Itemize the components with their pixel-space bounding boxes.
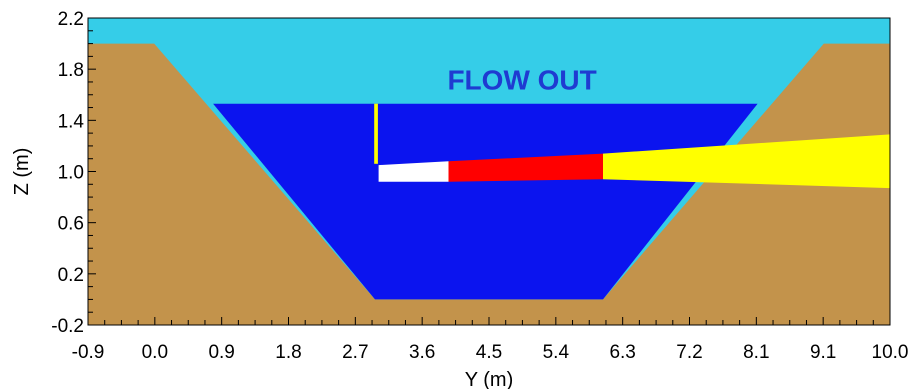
y-tick-label: 0.6	[58, 214, 84, 235]
x-tick-label: 10.0	[872, 342, 909, 363]
x-tick-label: 7.2	[676, 342, 702, 363]
y-tick-label: 1.8	[58, 60, 84, 81]
x-tick-label: 3.6	[409, 342, 435, 363]
x-tick-label: 9.1	[810, 342, 836, 363]
plot-regions	[88, 18, 890, 325]
x-axis-title: Y (m)	[465, 369, 514, 389]
x-tick-label: 1.8	[275, 342, 301, 363]
region-soil-1	[88, 43, 890, 325]
tick-labels: -0.9 0.0 0.9 1.8 2.7 3.6 4.5 5.4 6.3 7.2 8.1 9.1 10.…	[51, 9, 908, 363]
x-tick-label: 5.4	[543, 342, 570, 363]
x-tick-label: 0.9	[208, 342, 234, 363]
y-tick-label: 1.4	[58, 111, 85, 132]
x-tick-label: 0.0	[142, 342, 168, 363]
x-tick-label: -0.9	[72, 342, 105, 363]
x-tick-label: 6.3	[609, 342, 635, 363]
region-jet-yellow-6	[374, 103, 378, 164]
y-axis-title: Z (m)	[11, 148, 33, 196]
region-jet-red-4	[448, 153, 603, 182]
flow-out-annotation: FLOW OUT	[447, 65, 596, 96]
x-tick-label: 4.5	[476, 342, 502, 363]
y-tick-label: -0.2	[51, 316, 84, 337]
x-tick-label: 8.1	[743, 342, 769, 363]
region-jet-white-5	[378, 161, 449, 182]
y-tick-label: 1.0	[58, 163, 84, 184]
y-tick-label: 2.2	[58, 9, 84, 30]
x-tick-label: 2.7	[342, 342, 368, 363]
axis-ticks	[87, 17, 891, 326]
y-tick-label: 0.2	[58, 265, 84, 286]
region-jet-yellow-3	[603, 134, 890, 189]
